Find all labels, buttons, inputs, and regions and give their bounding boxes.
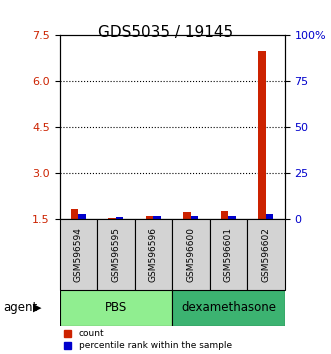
Bar (228, 216, 236, 219)
Bar (153, 216, 161, 219)
Legend: count, percentile rank within the sample: count, percentile rank within the sample (64, 330, 232, 350)
FancyBboxPatch shape (247, 219, 285, 290)
Bar (116, 217, 123, 219)
Bar (78, 214, 86, 219)
Text: PBS: PBS (105, 302, 127, 314)
FancyBboxPatch shape (60, 219, 97, 290)
FancyBboxPatch shape (135, 219, 172, 290)
Text: GSM596601: GSM596601 (224, 227, 233, 282)
FancyBboxPatch shape (172, 290, 285, 326)
Text: GSM596596: GSM596596 (149, 227, 158, 282)
Bar (266, 214, 273, 219)
FancyBboxPatch shape (60, 290, 172, 326)
Bar (71, 209, 78, 266)
Text: GSM596594: GSM596594 (74, 227, 83, 282)
Text: agent: agent (3, 302, 37, 314)
FancyBboxPatch shape (172, 219, 210, 290)
Bar (259, 51, 266, 266)
Text: ▶: ▶ (33, 303, 42, 313)
Bar (183, 212, 191, 266)
Text: GSM596600: GSM596600 (186, 227, 195, 282)
Text: GDS5035 / 19145: GDS5035 / 19145 (98, 25, 233, 40)
Bar (146, 216, 153, 266)
Text: GSM596595: GSM596595 (111, 227, 120, 282)
FancyBboxPatch shape (97, 219, 135, 290)
Text: GSM596602: GSM596602 (261, 227, 270, 282)
FancyBboxPatch shape (210, 219, 247, 290)
Bar (191, 216, 198, 219)
Bar (221, 211, 228, 266)
Text: dexamethasone: dexamethasone (181, 302, 276, 314)
Bar (108, 218, 116, 266)
